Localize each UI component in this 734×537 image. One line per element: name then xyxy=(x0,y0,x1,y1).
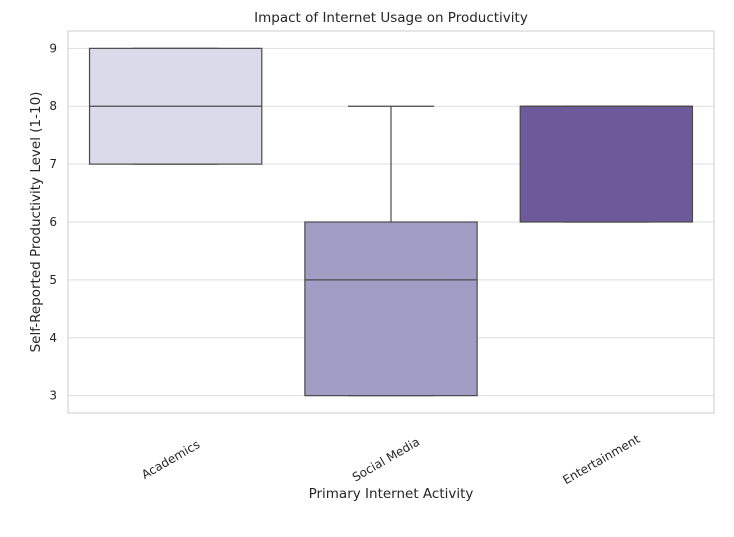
box-entertainment xyxy=(519,105,694,223)
y-tick-label: 5 xyxy=(49,273,57,287)
x-axis-label: Primary Internet Activity xyxy=(309,486,474,502)
x-tick-label-entertainment: Entertainment xyxy=(560,432,642,488)
box-group-social-media xyxy=(304,105,478,397)
x-tick-labels: Academics Social Media Entertainment xyxy=(139,432,642,488)
box-group-entertainment xyxy=(519,105,694,223)
y-tick-label: 9 xyxy=(49,41,57,55)
y-tick-label: 7 xyxy=(49,157,57,171)
plot-frame xyxy=(67,30,715,414)
y-tick-label: 8 xyxy=(49,99,57,113)
boxes-layer xyxy=(88,47,694,397)
box-social-media xyxy=(304,221,478,397)
x-tick-label-academics: Academics xyxy=(139,437,202,482)
y-tick-label: 6 xyxy=(49,215,57,229)
x-tick-label-social-media: Social Media xyxy=(350,435,422,485)
y-tick-label: 4 xyxy=(49,331,57,345)
y-tick-label: 3 xyxy=(49,389,57,403)
y-axis-label: Self-Reported Productivity Level (1-10) xyxy=(28,92,44,353)
y-tick-labels: 3 4 5 6 7 8 9 xyxy=(49,41,57,402)
box-group-academics xyxy=(88,47,263,165)
chart-title: Impact of Internet Usage on Productivity xyxy=(254,10,528,26)
